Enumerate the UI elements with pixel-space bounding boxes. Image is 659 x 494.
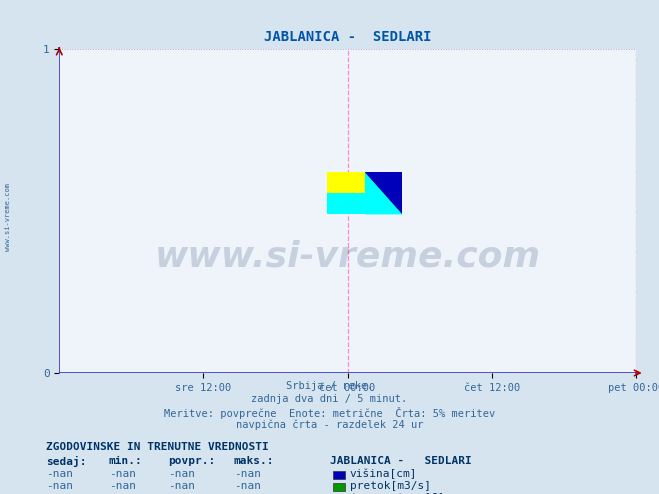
- Text: www.si-vreme.com: www.si-vreme.com: [5, 183, 11, 251]
- Text: -nan: -nan: [168, 481, 195, 491]
- Text: -nan: -nan: [46, 469, 73, 479]
- Title: JABLANICA -  SEDLARI: JABLANICA - SEDLARI: [264, 30, 432, 44]
- Text: www.si-vreme.com: www.si-vreme.com: [155, 240, 540, 274]
- Text: navpična črta - razdelek 24 ur: navpična črta - razdelek 24 ur: [236, 420, 423, 430]
- Text: -nan: -nan: [234, 493, 261, 494]
- Text: zadnja dva dni / 5 minut.: zadnja dva dni / 5 minut.: [251, 394, 408, 404]
- Bar: [328, 172, 365, 193]
- Text: -nan: -nan: [109, 469, 136, 479]
- Text: maks.:: maks.:: [234, 456, 274, 466]
- Bar: [365, 172, 403, 214]
- Text: višina[cm]: višina[cm]: [350, 469, 417, 479]
- Text: sedaj:: sedaj:: [46, 456, 86, 467]
- Text: -nan: -nan: [168, 469, 195, 479]
- Text: -nan: -nan: [234, 469, 261, 479]
- Text: min.:: min.:: [109, 456, 142, 466]
- Text: Srbija / reke.: Srbija / reke.: [286, 381, 373, 391]
- Text: -nan: -nan: [109, 481, 136, 491]
- Polygon shape: [365, 172, 403, 214]
- Text: -nan: -nan: [46, 493, 73, 494]
- Text: JABLANICA -   SEDLARI: JABLANICA - SEDLARI: [330, 456, 471, 466]
- Text: pretok[m3/s]: pretok[m3/s]: [350, 481, 431, 491]
- Text: temperatura[C]: temperatura[C]: [350, 493, 444, 494]
- Bar: [328, 193, 365, 214]
- Text: -nan: -nan: [109, 493, 136, 494]
- Text: -nan: -nan: [46, 481, 73, 491]
- Polygon shape: [328, 172, 365, 193]
- Text: Meritve: povprečne  Enote: metrične  Črta: 5% meritev: Meritve: povprečne Enote: metrične Črta:…: [164, 407, 495, 419]
- Text: -nan: -nan: [234, 481, 261, 491]
- Text: -nan: -nan: [168, 493, 195, 494]
- Text: povpr.:: povpr.:: [168, 456, 215, 466]
- Text: ZGODOVINSKE IN TRENUTNE VREDNOSTI: ZGODOVINSKE IN TRENUTNE VREDNOSTI: [46, 442, 269, 452]
